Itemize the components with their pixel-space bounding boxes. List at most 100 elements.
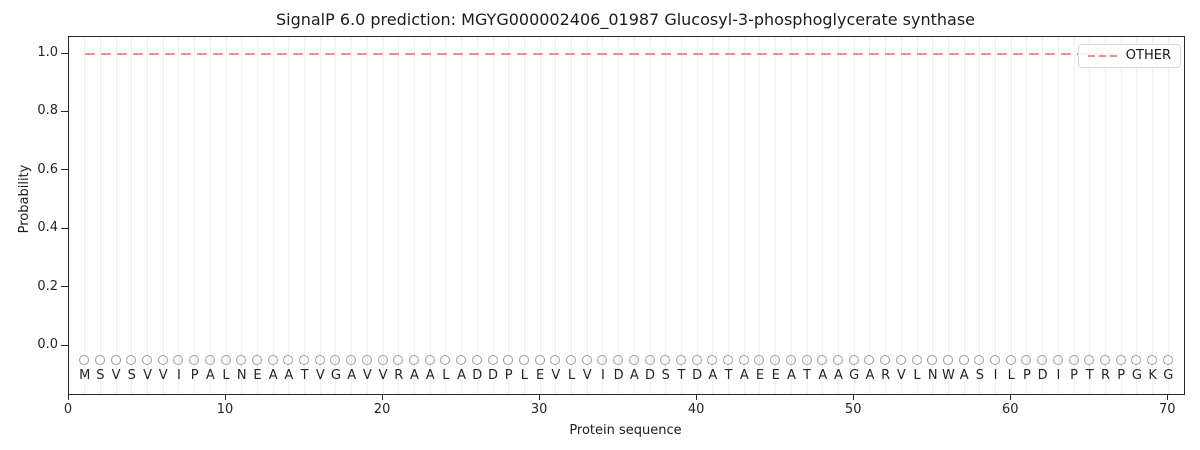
residue-gridline [398, 37, 400, 394]
residue-letter: E [755, 367, 765, 383]
residue-marker-circle [346, 355, 357, 366]
residue-letter: G [1131, 367, 1142, 383]
residue-letter: L [442, 367, 450, 383]
residue-marker-circle [173, 355, 184, 366]
residue-marker-circle [1084, 355, 1095, 366]
residue-letter: I [177, 367, 181, 383]
residue-marker-circle [220, 355, 231, 366]
x-tick-label: 50 [844, 402, 862, 417]
residue-letter: A [739, 367, 749, 383]
residue-marker-circle [1021, 355, 1032, 366]
residue-marker-circle [440, 355, 451, 366]
residue-marker-circle [1005, 355, 1016, 366]
residue-gridline [476, 37, 478, 394]
residue-marker-circle [1115, 355, 1126, 366]
residue-marker-circle [942, 355, 953, 366]
residue-gridline [869, 37, 871, 394]
residue-marker-circle [597, 355, 608, 366]
residue-gridline [194, 37, 196, 394]
residue-marker-circle [393, 355, 404, 366]
residue-gridline [445, 37, 447, 394]
residue-marker-circle [126, 355, 137, 366]
residue-letter: P [190, 367, 199, 383]
residue-marker-circle [1099, 355, 1110, 366]
residue-letter: R [881, 367, 891, 383]
residue-marker-circle [911, 355, 922, 366]
residue-letter: L [913, 367, 921, 383]
residue-letter: D [613, 367, 624, 383]
residue-gridline [1104, 37, 1106, 394]
residue-letter: V [315, 367, 325, 383]
residue-letter: A [425, 367, 435, 383]
residue-letter: A [834, 367, 843, 383]
residue-letter: T [300, 367, 309, 383]
residue-gridline [916, 37, 918, 394]
residue-letter: S [96, 367, 105, 383]
residue-marker-circle [644, 355, 655, 366]
residue-marker-circle [534, 355, 545, 366]
residue-gridline [319, 37, 321, 394]
residue-gridline [115, 37, 117, 394]
residue-letter: A [268, 367, 278, 383]
residue-marker-circle [424, 355, 435, 366]
residue-letter: A [205, 367, 215, 383]
residue-marker-circle [990, 355, 1001, 366]
residue-gridline [932, 37, 934, 394]
y-tick-label: 0.2 [37, 278, 58, 294]
residue-gridline [712, 37, 714, 394]
residue-letter: L [222, 367, 230, 383]
residue-letter: A [284, 367, 294, 383]
y-tick-mark [61, 227, 68, 229]
residue-marker-circle [361, 355, 372, 366]
residue-gridline [508, 37, 510, 394]
y-tick-label: 0.8 [37, 103, 58, 119]
residue-gridline [523, 37, 525, 394]
residue-letter: V [551, 367, 561, 383]
residue-gridline [162, 37, 164, 394]
residue-letter: A [347, 367, 357, 383]
residue-marker-circle [1037, 355, 1048, 366]
residue-letter: A [410, 367, 419, 383]
residue-marker-circle [456, 355, 467, 366]
y-tick-mark [61, 286, 68, 288]
residue-gridline [979, 37, 981, 394]
x-tick-label: 40 [687, 402, 705, 417]
y-tick-mark [61, 169, 68, 171]
grid-layer [69, 37, 1184, 394]
x-tick-mark [1166, 394, 1168, 400]
residue-gridline [1057, 37, 1059, 394]
residue-marker-circle [895, 355, 906, 366]
x-tick-label: 30 [530, 402, 548, 417]
residue-marker-circle [314, 355, 325, 366]
residue-gridline [1026, 37, 1028, 394]
y-tick-label: 0.4 [37, 220, 58, 236]
x-tick-label: 60 [1001, 402, 1019, 417]
residue-marker-circle [330, 355, 341, 366]
residue-gridline [178, 37, 180, 394]
residue-gridline [571, 37, 573, 394]
residue-gridline [241, 37, 243, 394]
residue-gridline [461, 37, 463, 394]
y-tick-mark [61, 110, 68, 112]
residue-letter: I [993, 367, 998, 383]
residue-gridline [256, 37, 258, 394]
residue-letter: D [645, 367, 656, 383]
residue-letter: R [1100, 367, 1110, 383]
residue-gridline [900, 37, 902, 394]
residue-marker-circle [613, 355, 624, 366]
residue-marker-circle [707, 355, 718, 366]
residue-letter: A [629, 367, 639, 383]
residue-letter: T [724, 367, 733, 383]
residue-marker-circle [1147, 355, 1158, 366]
residue-gridline [1152, 37, 1154, 394]
residue-marker-circle [283, 355, 294, 366]
residue-marker-circle [691, 355, 702, 366]
residue-marker-circle [801, 355, 812, 366]
residue-letter: P [504, 367, 513, 383]
residue-marker-circle [1052, 355, 1063, 366]
residue-letter: L [567, 367, 576, 383]
residue-marker-circle [927, 355, 938, 366]
x-tick-mark [695, 394, 697, 400]
residue-marker-circle [377, 355, 388, 366]
